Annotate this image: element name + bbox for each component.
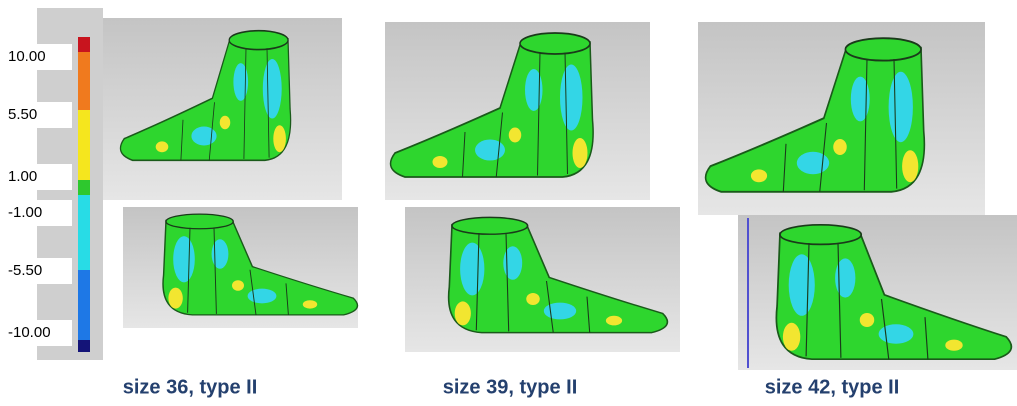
panel-caption: size 39, type II — [443, 376, 578, 398]
figure: 10.00 5.50 1.00 -1.00 -5.50 -10.00 size 36, t… — [0, 0, 1017, 406]
captions: size 36, type II size 39, type II size 42,… — [123, 376, 900, 398]
legend-label: -5.50 — [8, 262, 42, 279]
legend-label: 1.00 — [8, 168, 37, 185]
page: 10.00 5.50 1.00 -1.00 -5.50 -10.00 size 36, t… — [0, 0, 1017, 406]
panel-caption: size 42, type II — [765, 376, 900, 398]
legend-colorbar — [78, 37, 90, 352]
legend-label: -1.00 — [8, 204, 42, 221]
legend-label: -10.00 — [8, 324, 51, 341]
legend-label: 10.00 — [8, 48, 46, 65]
panel-caption: size 36, type II — [123, 376, 258, 398]
legend-label: 5.50 — [8, 106, 37, 123]
